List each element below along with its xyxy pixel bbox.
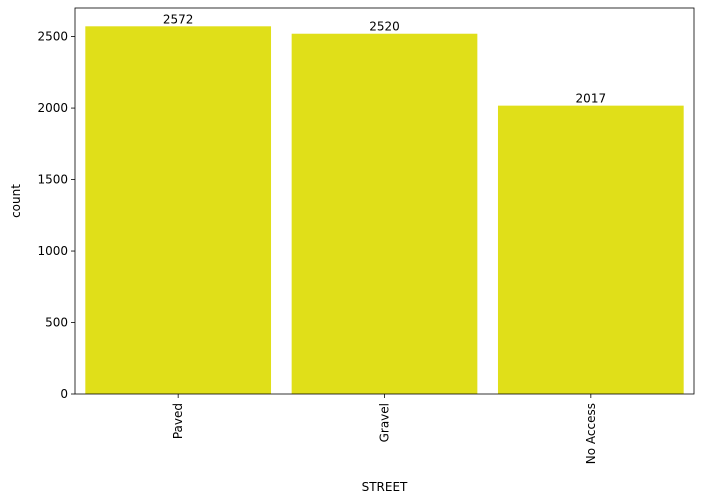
plot-frame [74, 7, 695, 395]
bar [291, 33, 478, 394]
bar [85, 26, 272, 395]
x-tick-label: Paved [171, 403, 185, 439]
y-tick-label: 1500 [37, 173, 68, 187]
y-axis-label: count [9, 184, 23, 218]
y-tick-label: 0 [60, 387, 68, 401]
bar-value-label: 2572 [163, 12, 194, 26]
y-tick-label: 2000 [37, 101, 68, 115]
x-axis-ticks: Paved Gravel No Access [171, 394, 598, 464]
y-tick-label: 500 [45, 316, 68, 330]
bar-value-label: 2520 [369, 20, 400, 34]
y-axis-ticks: 0 500 1000 1500 2000 2500 [37, 30, 75, 401]
x-axis-label: STREET [362, 480, 408, 494]
bars-group [85, 26, 684, 395]
x-tick-label: Gravel [378, 403, 392, 442]
bar-value-label: 2017 [576, 92, 607, 106]
bar [497, 105, 684, 394]
y-tick-label: 2500 [37, 30, 68, 44]
data-labels-group: 2572 2520 2017 [163, 12, 606, 105]
y-tick-label: 1000 [37, 244, 68, 258]
x-tick-label: No Access [584, 403, 598, 464]
